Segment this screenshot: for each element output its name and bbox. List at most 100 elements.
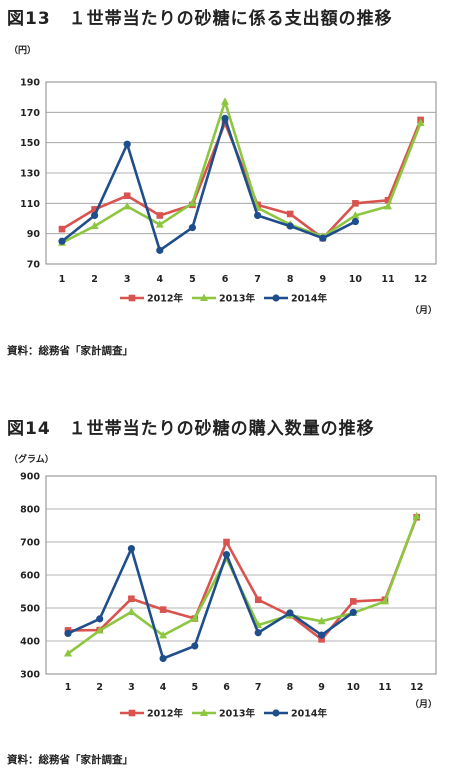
data-point xyxy=(384,201,392,210)
data-point xyxy=(221,97,229,105)
data-point xyxy=(159,630,168,639)
data-point xyxy=(384,197,392,204)
data-point xyxy=(223,538,230,546)
figure-14-source: 資料：総務省「家計調査」 xyxy=(7,754,133,766)
legend-marker xyxy=(200,708,208,716)
x-tick-label: 9 xyxy=(319,274,326,285)
data-point xyxy=(221,114,229,122)
figure-13-source: 資料：総務省「家計調査」 xyxy=(7,345,133,357)
legend-label: 2012年 xyxy=(147,293,183,305)
series-2014年 xyxy=(58,114,359,254)
y-tick-label: 400 xyxy=(20,637,40,648)
y-tick-label: 700 xyxy=(20,538,40,549)
legend: 2012年 2013年 2014年 xyxy=(120,293,327,305)
data-point xyxy=(91,206,98,213)
series-line xyxy=(67,547,355,660)
data-point xyxy=(90,221,99,230)
data-point xyxy=(58,237,66,245)
series-2013年 xyxy=(64,511,421,657)
x-tick-label: 8 xyxy=(287,274,294,285)
data-point xyxy=(412,511,421,520)
x-tick-label: 10 xyxy=(347,682,361,693)
legend-label: 2014年 xyxy=(291,708,327,720)
data-point xyxy=(127,545,135,553)
data-point xyxy=(318,631,326,639)
data-point xyxy=(64,629,72,638)
data-point xyxy=(159,606,167,613)
x-tick-label: 3 xyxy=(124,274,131,285)
x-tick-label: 8 xyxy=(287,682,294,693)
data-point xyxy=(352,200,359,207)
data-point xyxy=(91,211,99,220)
x-tick-label: 6 xyxy=(222,274,229,285)
data-point xyxy=(191,642,199,650)
x-tick-label: 5 xyxy=(191,682,198,693)
x-tick-label: 2 xyxy=(96,682,103,693)
figure-13-title: 図13 １世帯当たりの砂糖に係る支出額の推移 xyxy=(7,9,393,29)
y-tick-label: 170 xyxy=(20,108,40,119)
y-tick-label: 500 xyxy=(20,604,40,615)
data-point xyxy=(351,217,359,226)
data-point xyxy=(254,211,262,220)
data-point xyxy=(286,222,294,230)
figure-14-x-unit: （月） xyxy=(410,700,438,710)
figure-14-title: 図14 １世帯当たりの砂糖の購入数量の推移 xyxy=(7,419,375,439)
data-point xyxy=(156,212,164,219)
legend-marker xyxy=(272,709,280,717)
data-point xyxy=(222,550,231,559)
legend-marker xyxy=(128,709,136,717)
data-point xyxy=(155,220,164,228)
legend: 2012年 2013年 2014年 xyxy=(120,708,327,720)
y-tick-label: 70 xyxy=(27,260,41,271)
legend-marker xyxy=(272,294,280,302)
y-tick-label: 900 xyxy=(20,472,40,483)
x-tick-label: 12 xyxy=(414,274,427,285)
series-line xyxy=(67,516,418,641)
data-point xyxy=(254,629,262,637)
series-line xyxy=(67,515,418,655)
data-point xyxy=(254,596,262,604)
data-point xyxy=(416,118,425,126)
x-tick-label: 7 xyxy=(255,682,262,693)
data-point xyxy=(286,210,294,218)
data-point xyxy=(188,224,196,232)
figure-14-y-unit: （グラム） xyxy=(9,455,54,465)
legend-label: 2012年 xyxy=(147,708,183,720)
data-point xyxy=(95,626,104,634)
x-tick-label: 12 xyxy=(410,682,423,693)
legend-label: 2013年 xyxy=(219,293,255,305)
data-point xyxy=(286,609,294,617)
data-point xyxy=(123,192,131,200)
data-point xyxy=(381,597,389,605)
y-tick-label: 130 xyxy=(20,169,40,180)
series-line xyxy=(61,117,356,252)
data-point xyxy=(190,614,199,622)
legend-marker xyxy=(128,294,136,302)
figure-13-x-unit: （月） xyxy=(410,306,438,316)
legend-label: 2013年 xyxy=(219,708,255,720)
y-tick-label: 300 xyxy=(20,670,40,681)
data-point xyxy=(159,654,167,663)
x-tick-label: 5 xyxy=(189,274,196,285)
data-point xyxy=(96,615,104,623)
y-tick-label: 800 xyxy=(20,505,40,516)
figure-13-y-unit: （円） xyxy=(9,46,37,56)
data-point xyxy=(349,608,357,616)
data-point xyxy=(317,616,326,625)
legend-label: 2014年 xyxy=(291,293,327,305)
data-point xyxy=(221,119,229,127)
x-tick-label: 2 xyxy=(91,274,98,285)
y-tick-label: 90 xyxy=(27,229,41,240)
series-line xyxy=(61,100,422,244)
data-point xyxy=(350,598,357,605)
data-point xyxy=(123,201,132,210)
x-tick-label: 11 xyxy=(378,682,391,693)
x-tick-label: 7 xyxy=(254,274,261,285)
x-tick-label: 3 xyxy=(128,682,135,693)
data-point xyxy=(318,636,325,643)
data-point xyxy=(128,595,135,603)
series-2014年 xyxy=(64,545,357,663)
x-tick-label: 4 xyxy=(156,274,163,285)
y-tick-label: 190 xyxy=(20,78,40,89)
